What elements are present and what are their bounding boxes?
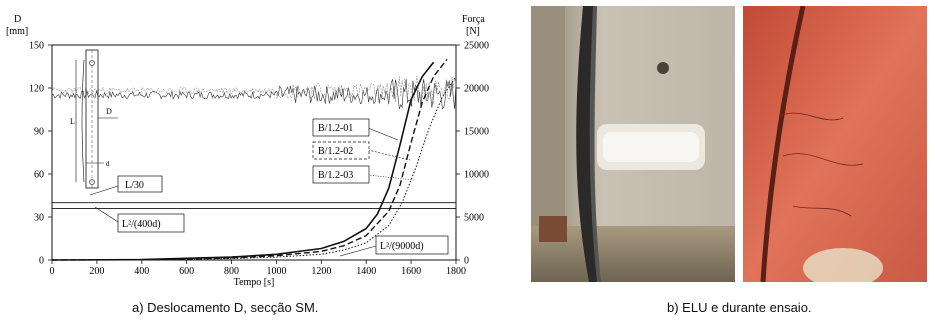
series-line-1 (51, 61, 435, 261)
box-s3 (312, 165, 370, 184)
y-left-tick-label: 90 (34, 127, 44, 138)
legend-series: B/1.2-01 B/1.2-02 B/1.2-03 (312, 118, 415, 184)
y-right-tick-label: 25000 (464, 41, 489, 52)
y-right-tick-label: 5000 (464, 213, 484, 224)
y-right-tick-label: 20000 (464, 84, 489, 95)
leader-s2 (367, 149, 411, 161)
leader-l30 (89, 185, 119, 196)
dim-label-d-small: d (106, 160, 110, 168)
box-400d (117, 213, 185, 233)
label-l2-9000d: L²/(9000d) (380, 241, 424, 252)
annotation-l2-9000d: L²/(9000d) (339, 235, 449, 257)
support-bottom (89, 179, 95, 185)
leader-s1 (367, 127, 399, 141)
column-sketch: L D d (70, 49, 118, 189)
box-9000d (375, 235, 449, 255)
y-right-tick-label: 0 (464, 256, 469, 267)
y-left-tick-label: 0 (39, 256, 44, 267)
x-tick-label: 1200 (311, 266, 331, 277)
dim-label-d-big: D (106, 107, 112, 116)
dim-label-l: L (70, 117, 75, 126)
x-tick-label: 600 (179, 266, 194, 277)
x-tick-label: 200 (89, 266, 104, 277)
x-tick-label: 1800 (446, 266, 466, 277)
box-l30 (117, 175, 163, 193)
y-left-tick-label: 60 (34, 170, 44, 181)
series-group (51, 58, 457, 261)
caption-b: b) ELU e durante ensaio. (667, 300, 812, 315)
y-left-tick-label: 150 (29, 41, 44, 52)
x-tick-label: 400 (134, 266, 149, 277)
y-right-title: Força (462, 14, 485, 25)
y-right-tick-label: 15000 (464, 127, 489, 138)
label-s2: B/1.2-02 (318, 146, 353, 157)
force-series-band (51, 78, 457, 110)
box-s2 (312, 141, 370, 160)
annotation-l2-400d: L²/(400d) (94, 206, 185, 233)
leader-400d (94, 206, 119, 223)
series-line-3 (51, 76, 457, 261)
x-tick-label: 1000 (266, 266, 286, 277)
label-s1: B/1.2-01 (318, 123, 353, 134)
column-deformed (81, 59, 85, 183)
box-s1 (312, 118, 370, 137)
y-left-unit: [mm] (6, 26, 28, 37)
x-tick-label: 800 (224, 266, 239, 277)
support-top (89, 60, 95, 66)
x-axis-title: Tempo [s] (234, 277, 275, 288)
chart-axes (51, 44, 457, 261)
y-left-tick-label: 120 (29, 84, 44, 95)
y-left-title: D (14, 14, 21, 25)
label-l2-400d: L²/(400d) (122, 219, 161, 230)
caption-a: a) Deslocamento D, secção SM. (132, 300, 319, 315)
force-series-band-2 (51, 76, 457, 106)
photo-column-detail-image (743, 6, 927, 282)
x-tick-label: 0 (50, 266, 55, 277)
photo-column-test (531, 6, 735, 282)
label-s3: B/1.2-03 (318, 170, 353, 181)
y-left-tick-label: 30 (34, 213, 44, 224)
label-l30: L/30 (125, 180, 144, 191)
y-right-tick-label: 10000 (464, 170, 489, 181)
photo-column-test-image (531, 6, 735, 282)
x-tick-label: 1600 (401, 266, 421, 277)
leader-s3 (367, 174, 415, 181)
leader-9000d (339, 245, 377, 257)
x-tick-label: 1400 (356, 266, 376, 277)
photo-column-detail (743, 6, 927, 282)
annotation-l30: L/30 (89, 175, 163, 196)
series-line-2 (51, 58, 448, 261)
y-right-unit: [N] (466, 26, 480, 37)
ticks: 0 200 400 600 800 1000 1200 1400 1600 18000306090… (29, 41, 489, 278)
